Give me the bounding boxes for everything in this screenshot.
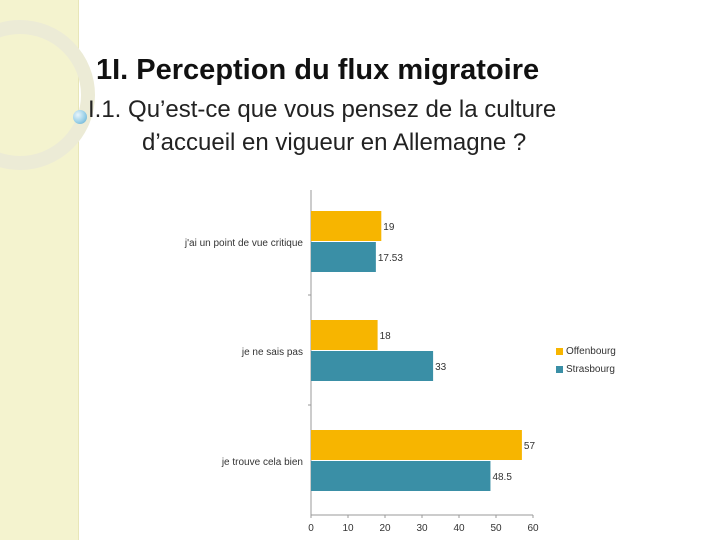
- x-tick-label: 60: [527, 523, 539, 534]
- x-tick-label: 20: [379, 523, 391, 534]
- legend-item-strasbourg: Strasbourg: [556, 360, 616, 378]
- bar-value-label: 19: [383, 222, 395, 233]
- bar-offenbourg: [311, 430, 522, 460]
- legend-swatch-strasbourg: [556, 365, 563, 373]
- subtitle-line-2: d’accueil en vigueur en Allemagne ?: [142, 129, 527, 156]
- bar-value-label: 17.53: [378, 253, 403, 264]
- side-band: [0, 0, 79, 540]
- x-tick-label: 10: [342, 523, 354, 534]
- bar-value-label: 18: [380, 331, 392, 342]
- bar-value-label: 57: [524, 441, 536, 452]
- legend-item-offenbourg: Offenbourg: [556, 342, 616, 360]
- x-tick-label: 50: [490, 523, 502, 534]
- x-tick-label: 40: [453, 523, 465, 534]
- legend-label-offenbourg: Offenbourg: [566, 345, 616, 357]
- slide-title: 1I. Perception du flux migratoire: [96, 54, 540, 86]
- decorative-ring: [0, 20, 95, 170]
- bar-offenbourg: [311, 211, 382, 241]
- category-label: je ne sais pas: [241, 347, 303, 358]
- bar-value-label: 33: [435, 362, 447, 373]
- bar-strasbourg: [311, 242, 376, 272]
- x-tick-label: 30: [416, 523, 428, 534]
- bar-offenbourg: [311, 320, 378, 350]
- bar-strasbourg: [311, 461, 491, 491]
- bullet-dot-icon: [73, 110, 87, 124]
- category-label: j'ai un point de vue critique: [184, 238, 304, 249]
- chart-legend: Offenbourg Strasbourg: [556, 342, 616, 378]
- bar-value-label: 48.5: [492, 472, 512, 483]
- bar-strasbourg: [311, 351, 434, 381]
- legend-label-strasbourg: Strasbourg: [566, 363, 615, 375]
- slide-subtitle: I.1. Qu’est-ce que vous pensez de la cul…: [88, 93, 688, 159]
- x-tick-label: 0: [308, 523, 314, 534]
- subtitle-line-1: I.1. Qu’est-ce que vous pensez de la cul…: [88, 96, 557, 123]
- category-label: je trouve cela bien: [221, 457, 303, 468]
- legend-swatch-offenbourg: [556, 347, 563, 355]
